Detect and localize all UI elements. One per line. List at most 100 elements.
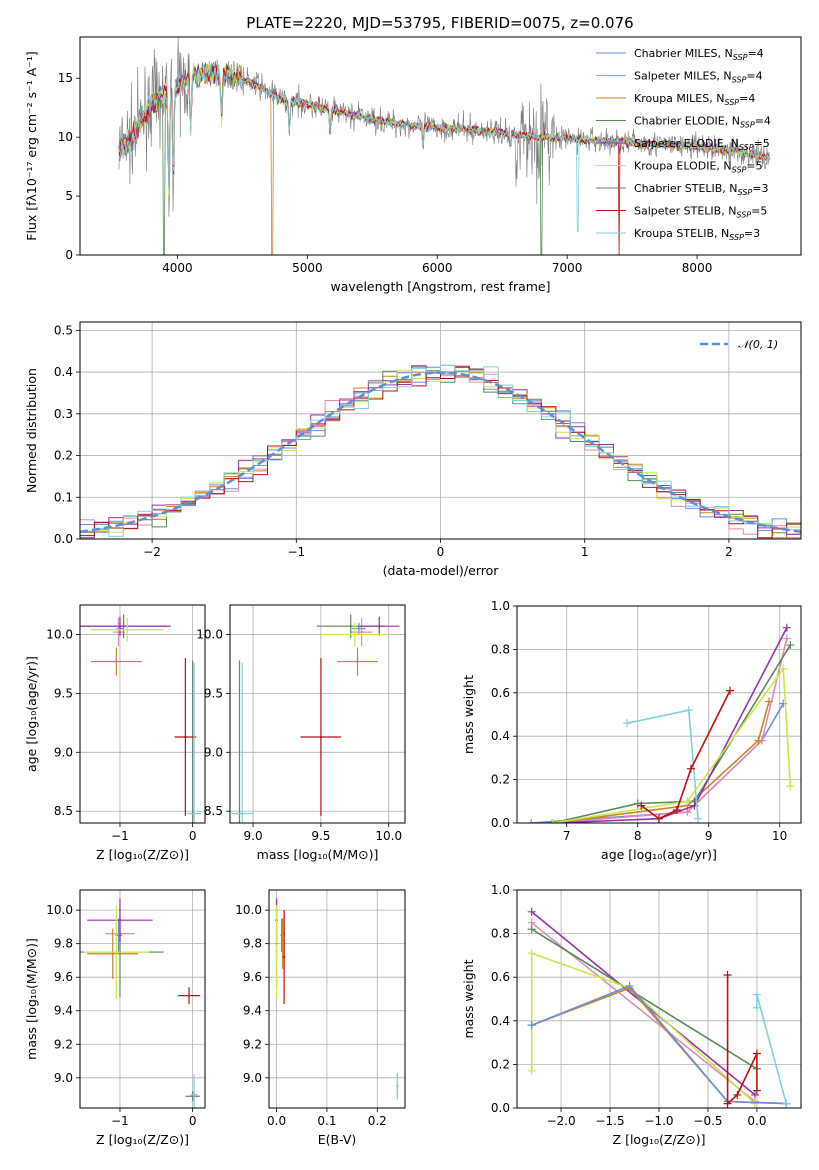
weight-marker-kroupa_stelib [623, 719, 632, 728]
y-tick-label: 1.0 [491, 883, 510, 897]
plot-area [80, 614, 202, 823]
legend-label-salpeter_miles: Salpeter MILES, NSSP=4 [634, 70, 763, 85]
y-tick-label: 9.4 [243, 1004, 262, 1018]
errorbar-salpeter_miles [350, 617, 373, 647]
legend-label-chabrier_stelib: Chabrier STELIB, NSSP=3 [634, 182, 768, 197]
y-tick-label: 15 [58, 71, 73, 85]
x-tick-label: 5000 [292, 261, 323, 275]
weight-marker-kroupa_elodie [779, 664, 788, 673]
legend-label-kroupa_miles: Kroupa MILES, NSSP=4 [634, 92, 755, 107]
gridlines [269, 890, 405, 1108]
y-tick-label: 0.4 [491, 729, 510, 743]
x-tick-label: 10.0 [375, 829, 402, 843]
weight-line-salpeter_stelib [726, 975, 758, 1106]
point-salpeter_stelib [319, 735, 323, 739]
y-tick-label: 0.3 [54, 407, 73, 421]
legend-label-chabrier_elodie: Chabrier ELODIE, NSSP=4 [634, 115, 771, 130]
y-tick-label: 5 [65, 189, 73, 203]
weight-line-chabrier_elodie [531, 928, 758, 1070]
weight-marker-salpeter_stelib [672, 805, 681, 814]
errorbar-salpeter_stelib [178, 987, 200, 1005]
y-tick-label: 9.8 [54, 937, 73, 951]
weight-line-kroupa_elodie [530, 952, 756, 1105]
y-tick-label: 0.0 [491, 1101, 510, 1115]
x-tick-label: 9 [705, 829, 713, 843]
x-tick-label: −2.0 [546, 1114, 575, 1128]
legend-label-kroupa_elodie: Kroupa ELODIE, NSSP=5 [634, 160, 763, 175]
y-tick-label: 0.0 [54, 532, 73, 546]
point-kroupa_miles [111, 952, 114, 955]
errorbar-salpeter_elodie [358, 616, 400, 636]
y-tick-label: 0.6 [491, 686, 510, 700]
errorbar-salpeter_elodie [80, 616, 171, 636]
y-tick-label: 0.5 [54, 323, 73, 337]
x-tick-label: 4000 [162, 261, 193, 275]
y-axis-label: Flux [fλ10⁻¹⁷ erg cm⁻² s⁻¹ A⁻¹] [24, 51, 39, 240]
y-tick-label: 9.2 [54, 1037, 73, 1051]
x-tick-label: 0.0 [267, 1114, 286, 1128]
panel-age_vs_Z: −1 0 8.5 9.0 9.5 10.0 Z [log₁₀(Z/Z⊙)] age [log₁… [24, 604, 206, 862]
weight-marker-salpeter_stelib [723, 1099, 732, 1108]
errorbar-kroupa_stelib [396, 1072, 399, 1100]
y-tick-label: 0 [65, 248, 73, 262]
x-tick-label: 0 [189, 1114, 197, 1128]
y-tick-label: 9.2 [243, 1037, 262, 1051]
errorbar-kroupa_elodie [90, 617, 164, 642]
point-kroupa_miles [115, 660, 118, 663]
x-axis-label: wavelength [Angstrom, rest frame] [330, 279, 550, 294]
x-tick-label: 0 [189, 829, 197, 843]
y-tick-label: 10 [58, 130, 73, 144]
y-axis-label: Normed distribution [24, 368, 39, 493]
errorbar-salpeter_stelib [300, 658, 342, 816]
weight-line-kroupa_miles [552, 701, 770, 823]
y-tick-label: 0.4 [491, 1014, 510, 1028]
panel-weight_vs_age: 7 8 9 10 0.0 0.2 0.4 0.6 0.8 1.0 age [log₁₀(age/yr… [461, 599, 802, 862]
y-tick-label: 9.0 [54, 1071, 73, 1085]
weight-marker-salpeter_elodie [527, 907, 536, 916]
plot-area [80, 898, 200, 1108]
x-tick-label: 7000 [552, 261, 583, 275]
point-kroupa_elodie [353, 633, 357, 636]
y-tick-label: 9.0 [54, 745, 73, 759]
weight-marker-kroupa_stelib [694, 814, 703, 823]
weight-marker-kroupa_elodie [786, 782, 795, 791]
y-axis-label: age [log₁₀(age/yr)] [24, 656, 39, 772]
errorbar-kroupa_stelib [186, 662, 202, 823]
weight-marker-salpeter_stelib [733, 1090, 742, 1099]
y-tick-label: 1.0 [491, 599, 510, 613]
x-tick-label: −1 [111, 829, 129, 843]
x-tick-label: 1 [581, 545, 589, 559]
y-axis-label: mass weight [461, 959, 476, 1038]
point-kroupa_stelib [192, 812, 196, 815]
gridlines [517, 605, 801, 824]
weight-marker-salpeter_stelib [637, 801, 646, 810]
axes-frame [79, 889, 206, 1109]
plot-area [80, 364, 801, 539]
axes-frame [79, 321, 802, 540]
weight-marker-chabrier_miles [625, 981, 634, 990]
panel-spectrum: 4000 5000 6000 7000 8000 0 5 10 15 wavelength [An… [24, 36, 802, 294]
y-tick-label: 9.6 [54, 970, 73, 984]
weight-marker-salpeter_stelib [752, 1049, 761, 1058]
axes-frame [516, 889, 802, 1109]
point-chabrier_stelib [191, 1095, 194, 1098]
axes-frame [79, 604, 206, 824]
axes-frame [79, 36, 802, 256]
plot-area [275, 898, 399, 1100]
weight-line-chabrier_elodie [552, 644, 791, 823]
weight-marker-chabrier_elodie [786, 641, 795, 650]
x-tick-label: 8 [634, 829, 642, 843]
y-tick-label: 9.6 [243, 970, 262, 984]
weight-marker-chabrier_elodie [633, 799, 642, 808]
x-tick-label: 0.2 [368, 1114, 387, 1128]
axes-frame [268, 889, 406, 1109]
y-axis-label: mass weight [461, 675, 476, 754]
panel-weight_vs_Z: −2.0 −1.5 −1.0 −0.5 0.0 0.0 0.2 0.4 0.6 0.8 1.0 Z [… [461, 883, 802, 1147]
x-tick-label: 9.0 [244, 829, 263, 843]
point-kroupa_elodie [115, 950, 118, 954]
weight-marker-salpeter_miles [782, 634, 791, 643]
point-salpeter_miles [117, 630, 120, 634]
errorbar-salpeter_elodie [87, 898, 153, 942]
x-axis-label: age [log₁₀(age/yr)] [601, 847, 717, 862]
weight-marker-kroupa_elodie [527, 1066, 536, 1075]
